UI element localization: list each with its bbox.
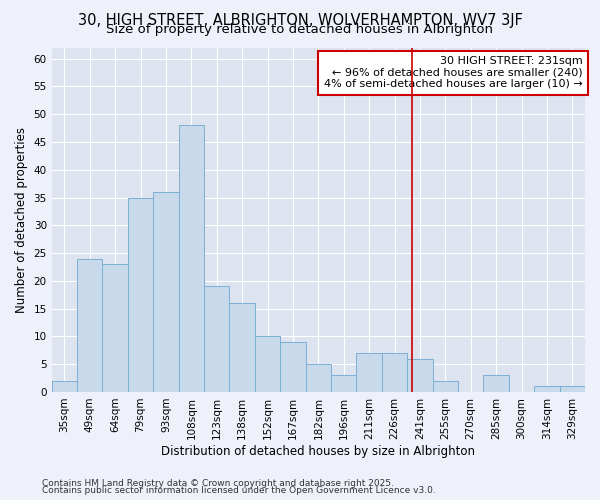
Text: Contains HM Land Registry data © Crown copyright and database right 2025.: Contains HM Land Registry data © Crown c… — [42, 478, 394, 488]
Bar — [382, 353, 407, 392]
Bar — [255, 336, 280, 392]
Bar — [128, 198, 153, 392]
Y-axis label: Number of detached properties: Number of detached properties — [15, 126, 28, 312]
Bar — [229, 303, 255, 392]
Text: Size of property relative to detached houses in Albrighton: Size of property relative to detached ho… — [107, 22, 493, 36]
Bar — [179, 126, 204, 392]
Bar — [280, 342, 305, 392]
Bar — [534, 386, 560, 392]
Bar — [103, 264, 128, 392]
Bar — [433, 381, 458, 392]
Bar — [356, 353, 382, 392]
X-axis label: Distribution of detached houses by size in Albrighton: Distribution of detached houses by size … — [161, 444, 475, 458]
Bar — [77, 258, 103, 392]
Text: 30, HIGH STREET, ALBRIGHTON, WOLVERHAMPTON, WV7 3JF: 30, HIGH STREET, ALBRIGHTON, WOLVERHAMPT… — [77, 12, 523, 28]
Bar — [52, 381, 77, 392]
Bar — [484, 376, 509, 392]
Bar — [407, 358, 433, 392]
Bar — [153, 192, 179, 392]
Bar — [305, 364, 331, 392]
Bar — [560, 386, 585, 392]
Bar — [331, 376, 356, 392]
Text: Contains public sector information licensed under the Open Government Licence v3: Contains public sector information licen… — [42, 486, 436, 495]
Bar — [204, 286, 229, 392]
Text: 30 HIGH STREET: 231sqm
← 96% of detached houses are smaller (240)
4% of semi-det: 30 HIGH STREET: 231sqm ← 96% of detached… — [323, 56, 583, 90]
